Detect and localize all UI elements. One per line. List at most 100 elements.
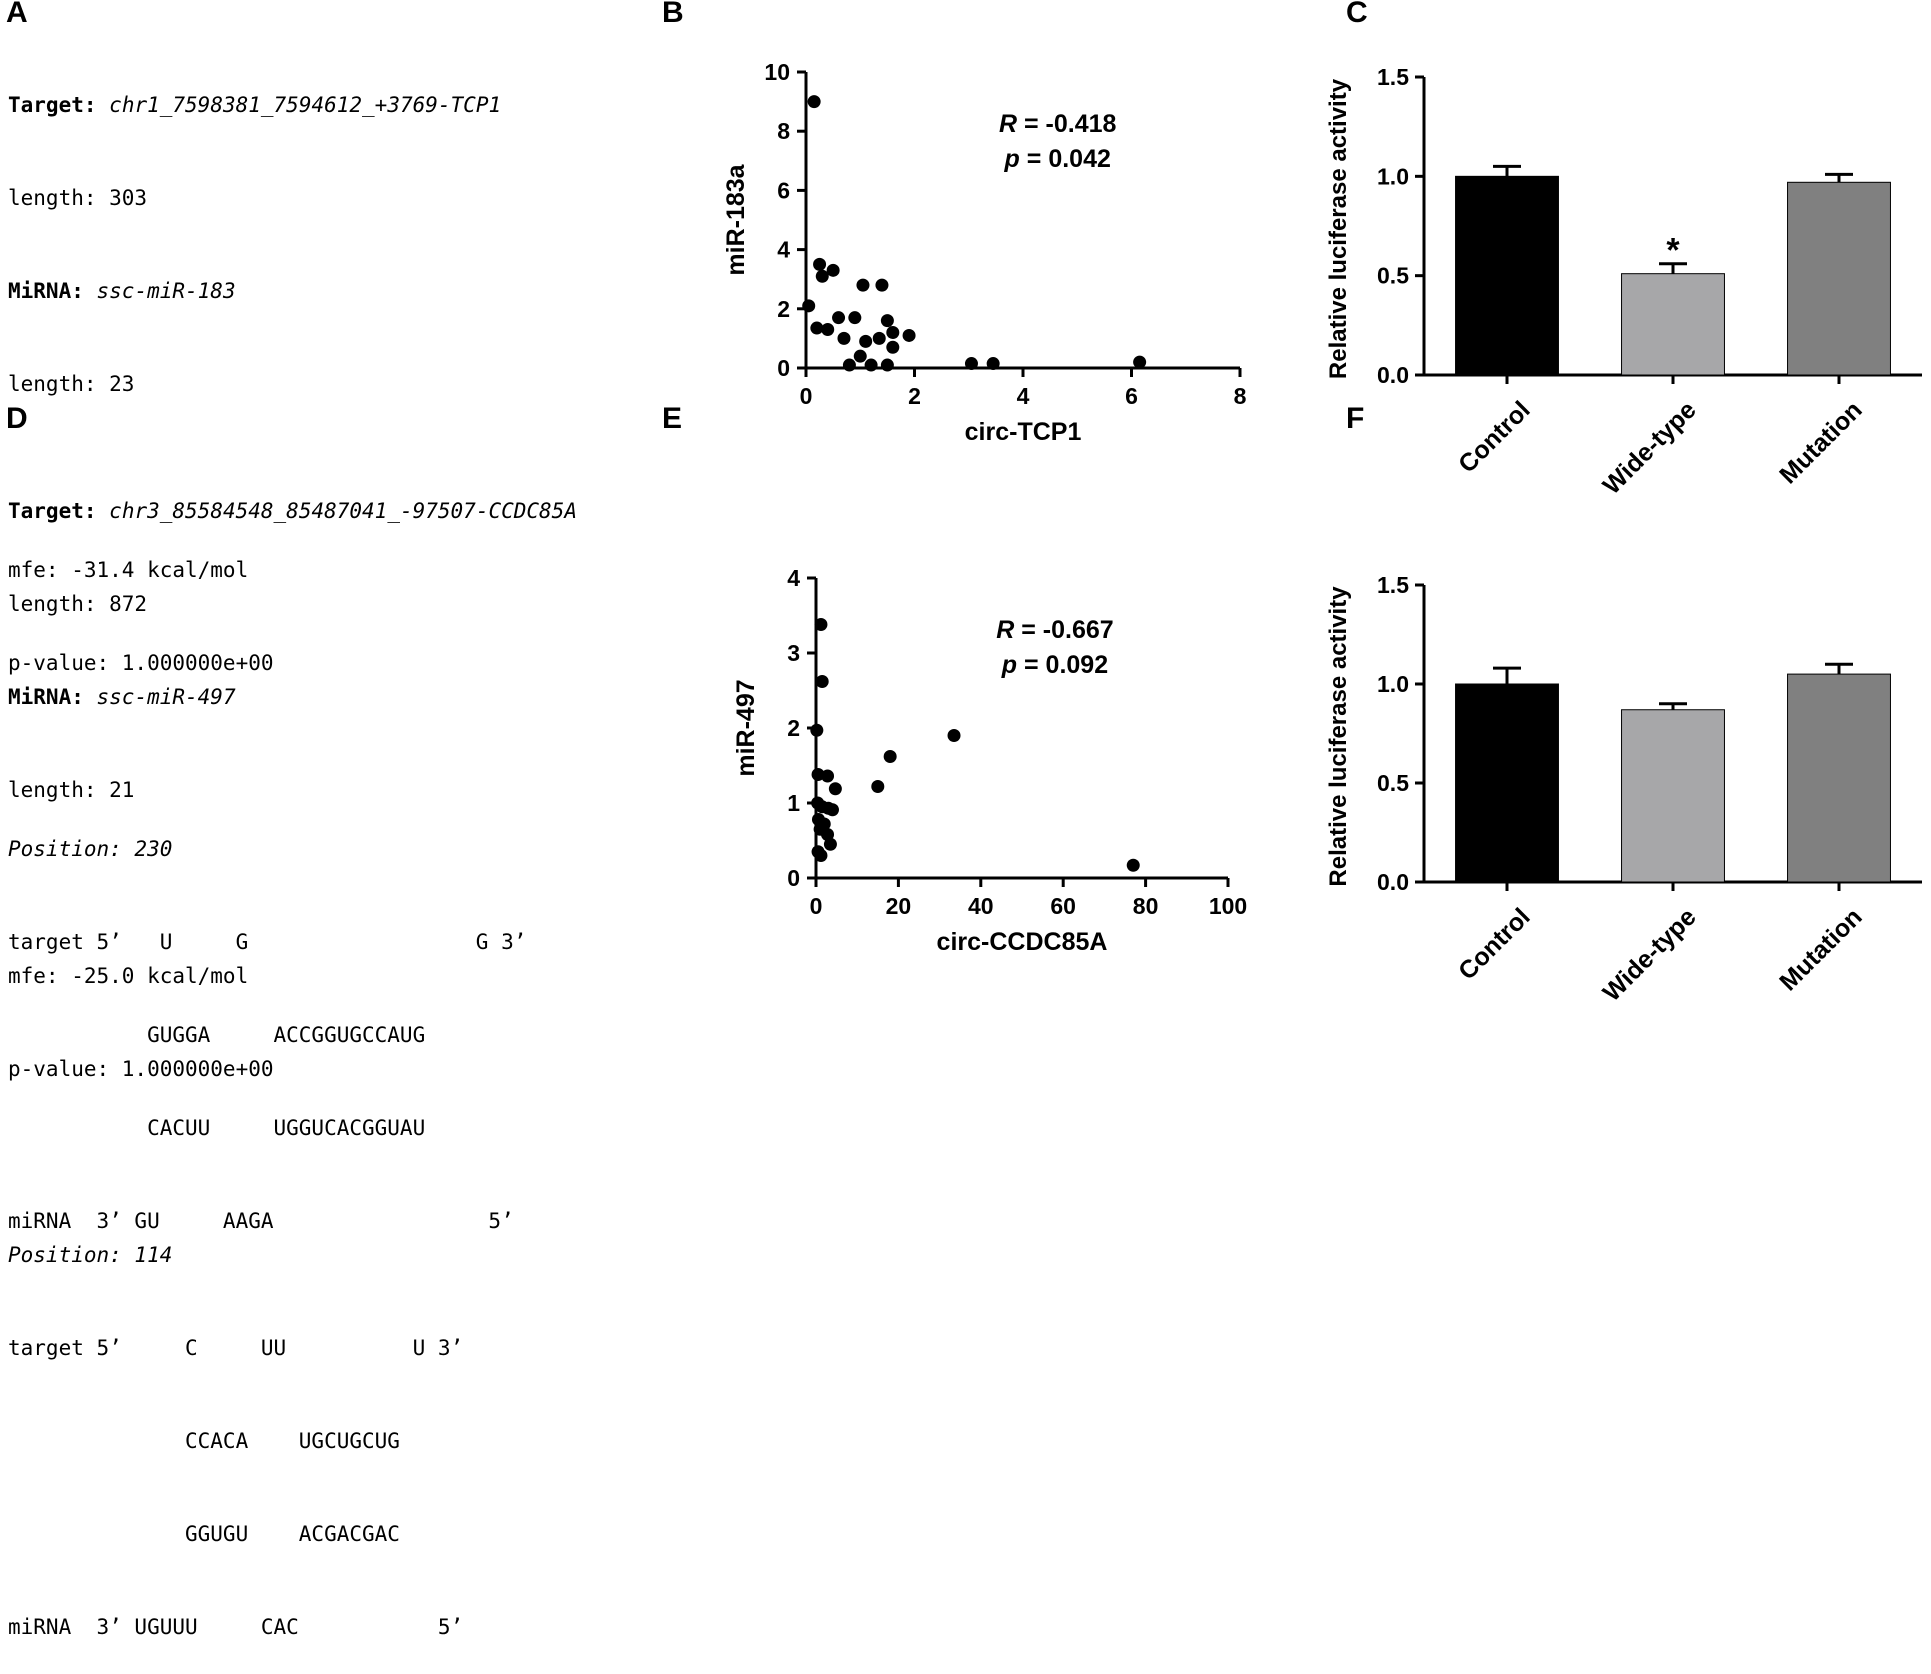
y-tick-label: 3 <box>787 640 800 666</box>
panel-letter-f: F <box>1346 402 1365 435</box>
binding-position: Position: 230 <box>8 837 173 861</box>
target-length: length: 303 <box>8 186 148 210</box>
data-point <box>837 331 851 345</box>
x-tick-label: 0 <box>800 383 813 409</box>
panel-letter-e: E <box>662 402 683 435</box>
data-point <box>964 357 978 371</box>
data-point <box>880 358 894 372</box>
mfe-value: mfe: -31.4 kcal/mol <box>8 558 249 582</box>
correlation-r: R = -0.418 <box>999 110 1117 138</box>
data-point <box>815 675 829 688</box>
r-symbol: R <box>999 110 1017 138</box>
data-point <box>886 325 900 339</box>
y-tick-label: 4 <box>777 237 790 263</box>
y-axis-label: miR-497 <box>732 679 760 776</box>
data-point <box>810 321 824 335</box>
data-point <box>986 357 1000 371</box>
data-point <box>821 828 835 841</box>
data-point <box>826 263 840 277</box>
x-tick-label: 20 <box>886 893 912 919</box>
target-value: chr3_85584548_85487041_-97507-CCDC85A <box>109 499 577 523</box>
mirna-length: length: 23 <box>8 372 135 396</box>
alignment-line: GGUGU ACGACGAC <box>8 1522 400 1546</box>
p-value: p-value: 1.000000e+00 <box>8 1057 274 1081</box>
x-tick-label: 8 <box>1234 383 1247 409</box>
data-point <box>848 311 862 325</box>
x-category-label: Mutation <box>1774 903 1867 996</box>
data-point <box>802 299 816 313</box>
p-value-stat: p = 0.042 <box>1004 145 1111 173</box>
mirna-label: MiRNA: <box>8 685 84 709</box>
y-tick-label: 10 <box>764 59 790 85</box>
bar-wide-type <box>1621 709 1725 883</box>
y-tick-label: 0 <box>787 865 800 891</box>
data-point <box>886 340 900 354</box>
x-category-label: Control <box>1453 396 1536 479</box>
bar-chart-f: 0.0 0.5 1.0 1.5 Relative luciferase activity… <box>1325 572 1922 1007</box>
x-tick-label: 0 <box>810 893 823 919</box>
y-axis-label: Relative luciferase activity <box>1325 78 1352 379</box>
panel-letter-b: B <box>662 0 684 29</box>
target-label: Target: <box>8 93 97 117</box>
y-tick-label: 0.5 <box>1377 770 1409 796</box>
alignment-line: CCACA UGCUGCUG <box>8 1429 400 1453</box>
mfe-value: mfe: -25.0 kcal/mol <box>8 964 249 988</box>
data-point <box>856 278 870 292</box>
data-point <box>1133 355 1147 369</box>
data-point <box>902 328 916 342</box>
data-point <box>817 817 831 831</box>
data-point <box>821 323 835 337</box>
x-tick-label: 80 <box>1133 893 1159 919</box>
target-length: length: 872 <box>8 592 148 616</box>
data-point <box>947 729 961 742</box>
alignment-line: miRNA 3’ UGUUU CAC 5’ <box>8 1615 464 1639</box>
data-point <box>807 95 821 109</box>
data-point <box>814 618 828 631</box>
y-tick-label: 2 <box>787 715 800 741</box>
panel-letter-c: C <box>1346 0 1368 29</box>
mirna-value: ssc-miR-183 <box>96 279 236 303</box>
p-value-stat: p = 0.092 <box>1001 651 1108 679</box>
data-point <box>883 750 897 763</box>
r-value: = -0.418 <box>1017 110 1116 138</box>
y-axis-label: Relative luciferase activity <box>1325 586 1352 887</box>
data-point <box>842 358 856 372</box>
p-value: = 0.092 <box>1017 651 1108 679</box>
x-category-label: Wide-type <box>1598 903 1702 1007</box>
x-tick-label: 6 <box>1125 383 1138 409</box>
y-tick-label: 0.5 <box>1377 263 1409 289</box>
y-tick-label: 0.0 <box>1377 362 1409 388</box>
p-value: = 0.042 <box>1020 145 1111 173</box>
binding-position: Position: 114 <box>8 1243 173 1267</box>
x-tick-label: 40 <box>968 893 994 919</box>
data-point <box>828 782 842 796</box>
data-point <box>853 349 867 363</box>
bar-mutation <box>1787 181 1891 376</box>
panel-letter-d: D <box>6 402 28 435</box>
x-tick-label: 60 <box>1050 893 1076 919</box>
x-category-label: Control <box>1453 903 1536 986</box>
r-symbol: R <box>996 616 1014 644</box>
y-tick-label: 0.0 <box>1377 869 1409 895</box>
bar-mutation <box>1787 673 1891 883</box>
x-tick-label: 100 <box>1209 893 1247 919</box>
target-value: chr1_7598381_7594612_+3769-TCP1 <box>109 93 502 117</box>
data-point <box>871 780 885 793</box>
y-tick-label: 0 <box>777 355 790 381</box>
alignment-line: target 5’ U G G 3’ <box>8 930 527 954</box>
correlation-r: R = -0.667 <box>996 616 1113 644</box>
x-axis-label: circ-TCP1 <box>965 418 1082 446</box>
data-point <box>815 269 829 283</box>
data-point <box>880 314 894 328</box>
scatter-chart-b: 0 2 4 6 8 0 2 4 6 8 10 circ-TCP1 miR-183a R = -0.418 p… <box>722 59 1247 446</box>
data-point <box>825 803 839 817</box>
data-point <box>1126 858 1140 872</box>
bar-control <box>1455 175 1559 376</box>
data-point <box>823 837 837 851</box>
panel-letter-a: A <box>6 0 28 29</box>
mirna-label: MiRNA: <box>8 279 84 303</box>
data-point <box>875 278 889 292</box>
x-category-label: Mutation <box>1774 396 1867 489</box>
alignment-line: target 5’ C UU U 3’ <box>8 1336 464 1360</box>
